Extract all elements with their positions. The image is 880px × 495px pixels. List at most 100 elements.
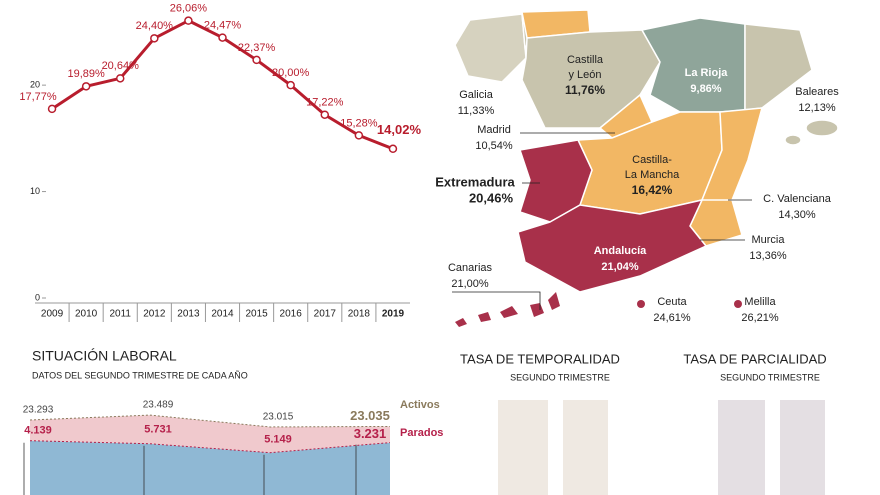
panel-bar — [718, 400, 765, 495]
value-label: 24,40% — [136, 20, 174, 32]
region-name: La Rioja — [685, 67, 729, 79]
value-label: 19,89% — [67, 68, 105, 80]
point — [286, 80, 295, 90]
region-value: 26,21% — [741, 312, 779, 324]
region-baleares — [805, 119, 839, 137]
point — [150, 34, 159, 43]
region-name: Galicia — [459, 89, 494, 101]
region-name: La Mancha — [625, 169, 680, 181]
x-tick-label: 2013 — [177, 309, 200, 320]
point — [354, 131, 364, 140]
chart-subtitle: DATOS DEL SEGUNDO TRIMESTRE DE CADA AÑO — [32, 370, 248, 380]
region-name: Melilla — [744, 296, 776, 308]
region-value: 12,13% — [798, 102, 836, 114]
value-label: 20,64% — [102, 60, 140, 72]
region-name: Castilla — [567, 54, 604, 66]
map-shapes — [454, 8, 839, 327]
x-tick-label: 2012 — [143, 309, 166, 320]
parados-label: 4.139 — [24, 424, 52, 436]
region-name: Extremadura — [435, 174, 515, 189]
region-value: 16,42% — [632, 183, 673, 197]
x-tick-label: 2018 — [348, 309, 371, 320]
region-value: 21,00% — [451, 278, 489, 290]
x-tick-label: 2014 — [211, 309, 234, 320]
y-tick-label: 10 — [30, 186, 40, 196]
region-galicia — [454, 13, 527, 83]
region-value: 10,54% — [475, 140, 513, 152]
x-tick-label: 2019 — [382, 309, 405, 320]
activos-label: 23.293 — [23, 405, 54, 416]
value-label: 24,47% — [204, 19, 242, 31]
region-value: 11,33% — [458, 105, 495, 117]
panel-bar — [498, 400, 548, 495]
region-name: y León — [568, 69, 601, 81]
value-label: 22,37% — [238, 42, 276, 54]
region-value: 24,61% — [653, 312, 691, 324]
x-tick-label: 2017 — [314, 309, 337, 320]
activos-label: 23.035 — [350, 408, 390, 423]
leader-lines — [452, 132, 752, 310]
panel-subtitle: SEGUNDO TRIMESTRE — [510, 372, 610, 382]
legend-parados: Parados — [400, 427, 443, 439]
ceuta-marker — [637, 300, 645, 308]
x-tick-label: 2009 — [41, 309, 64, 320]
point — [320, 110, 330, 119]
region-baleares — [784, 134, 802, 146]
region-value: 9,86% — [690, 83, 721, 95]
panel-title: TASA DE PARCIALIDAD — [683, 351, 826, 366]
parados-label: 5.149 — [264, 434, 292, 446]
region-value: 21,04% — [601, 261, 639, 273]
parados-band — [30, 415, 390, 453]
value-label: 20,00% — [272, 67, 310, 79]
region-name: Baleares — [795, 86, 839, 98]
bar-placeholders — [498, 400, 825, 495]
point — [388, 144, 398, 154]
value-label: 26,06% — [170, 3, 208, 15]
region-name: Madrid — [477, 124, 511, 136]
value-label: 15,28% — [340, 117, 378, 129]
activos-label: 23.489 — [143, 400, 174, 411]
panel-title: TASA DE TEMPORALIDAD — [460, 351, 620, 366]
region-name: C. Valenciana — [763, 193, 832, 205]
x-tick-label: 2016 — [280, 309, 303, 320]
parados-label: 5.731 — [144, 423, 172, 435]
region-name: Castilla- — [632, 154, 672, 166]
region-name: Murcia — [751, 234, 785, 246]
x-tick-label: 2010 — [75, 309, 98, 320]
region-name: Canarias — [448, 262, 493, 274]
melilla-marker — [734, 300, 742, 308]
activos-label: 23.015 — [263, 412, 294, 423]
point — [115, 74, 125, 83]
point — [252, 55, 261, 65]
parados-label: 3.231 — [354, 426, 387, 441]
panel-bar — [563, 400, 608, 495]
region-value: 14,30% — [778, 209, 816, 221]
value-label: 17,22% — [306, 97, 344, 109]
point — [184, 16, 193, 25]
region-canarias — [455, 292, 560, 327]
region-andalucia — [517, 198, 708, 293]
chart-title: SITUACIÓN LABORAL — [32, 348, 177, 364]
value-label: 17,77% — [19, 91, 57, 103]
point — [81, 82, 91, 91]
panel-bar — [780, 400, 825, 495]
region-catalonia — [744, 23, 813, 111]
y-tick-label: 0 — [35, 292, 40, 302]
point — [218, 33, 227, 42]
employed-area — [30, 440, 390, 495]
y-tick-label: 20 — [30, 80, 40, 90]
x-tick-label: 2015 — [245, 309, 268, 320]
activos-line — [29, 414, 391, 428]
region-value: 11,76% — [565, 83, 605, 97]
parados-line — [29, 440, 391, 454]
panel-subtitle: SEGUNDO TRIMESTRE — [720, 372, 820, 382]
x-tick-label: 2011 — [109, 309, 131, 320]
region-value: 20,46% — [469, 190, 514, 205]
region-name: Ceuta — [657, 296, 687, 308]
value-label: 14,02% — [377, 122, 422, 137]
point — [47, 104, 57, 114]
legend-activos: Activos — [400, 399, 440, 411]
leader-line — [452, 291, 541, 310]
region-value: 13,36% — [749, 250, 787, 262]
